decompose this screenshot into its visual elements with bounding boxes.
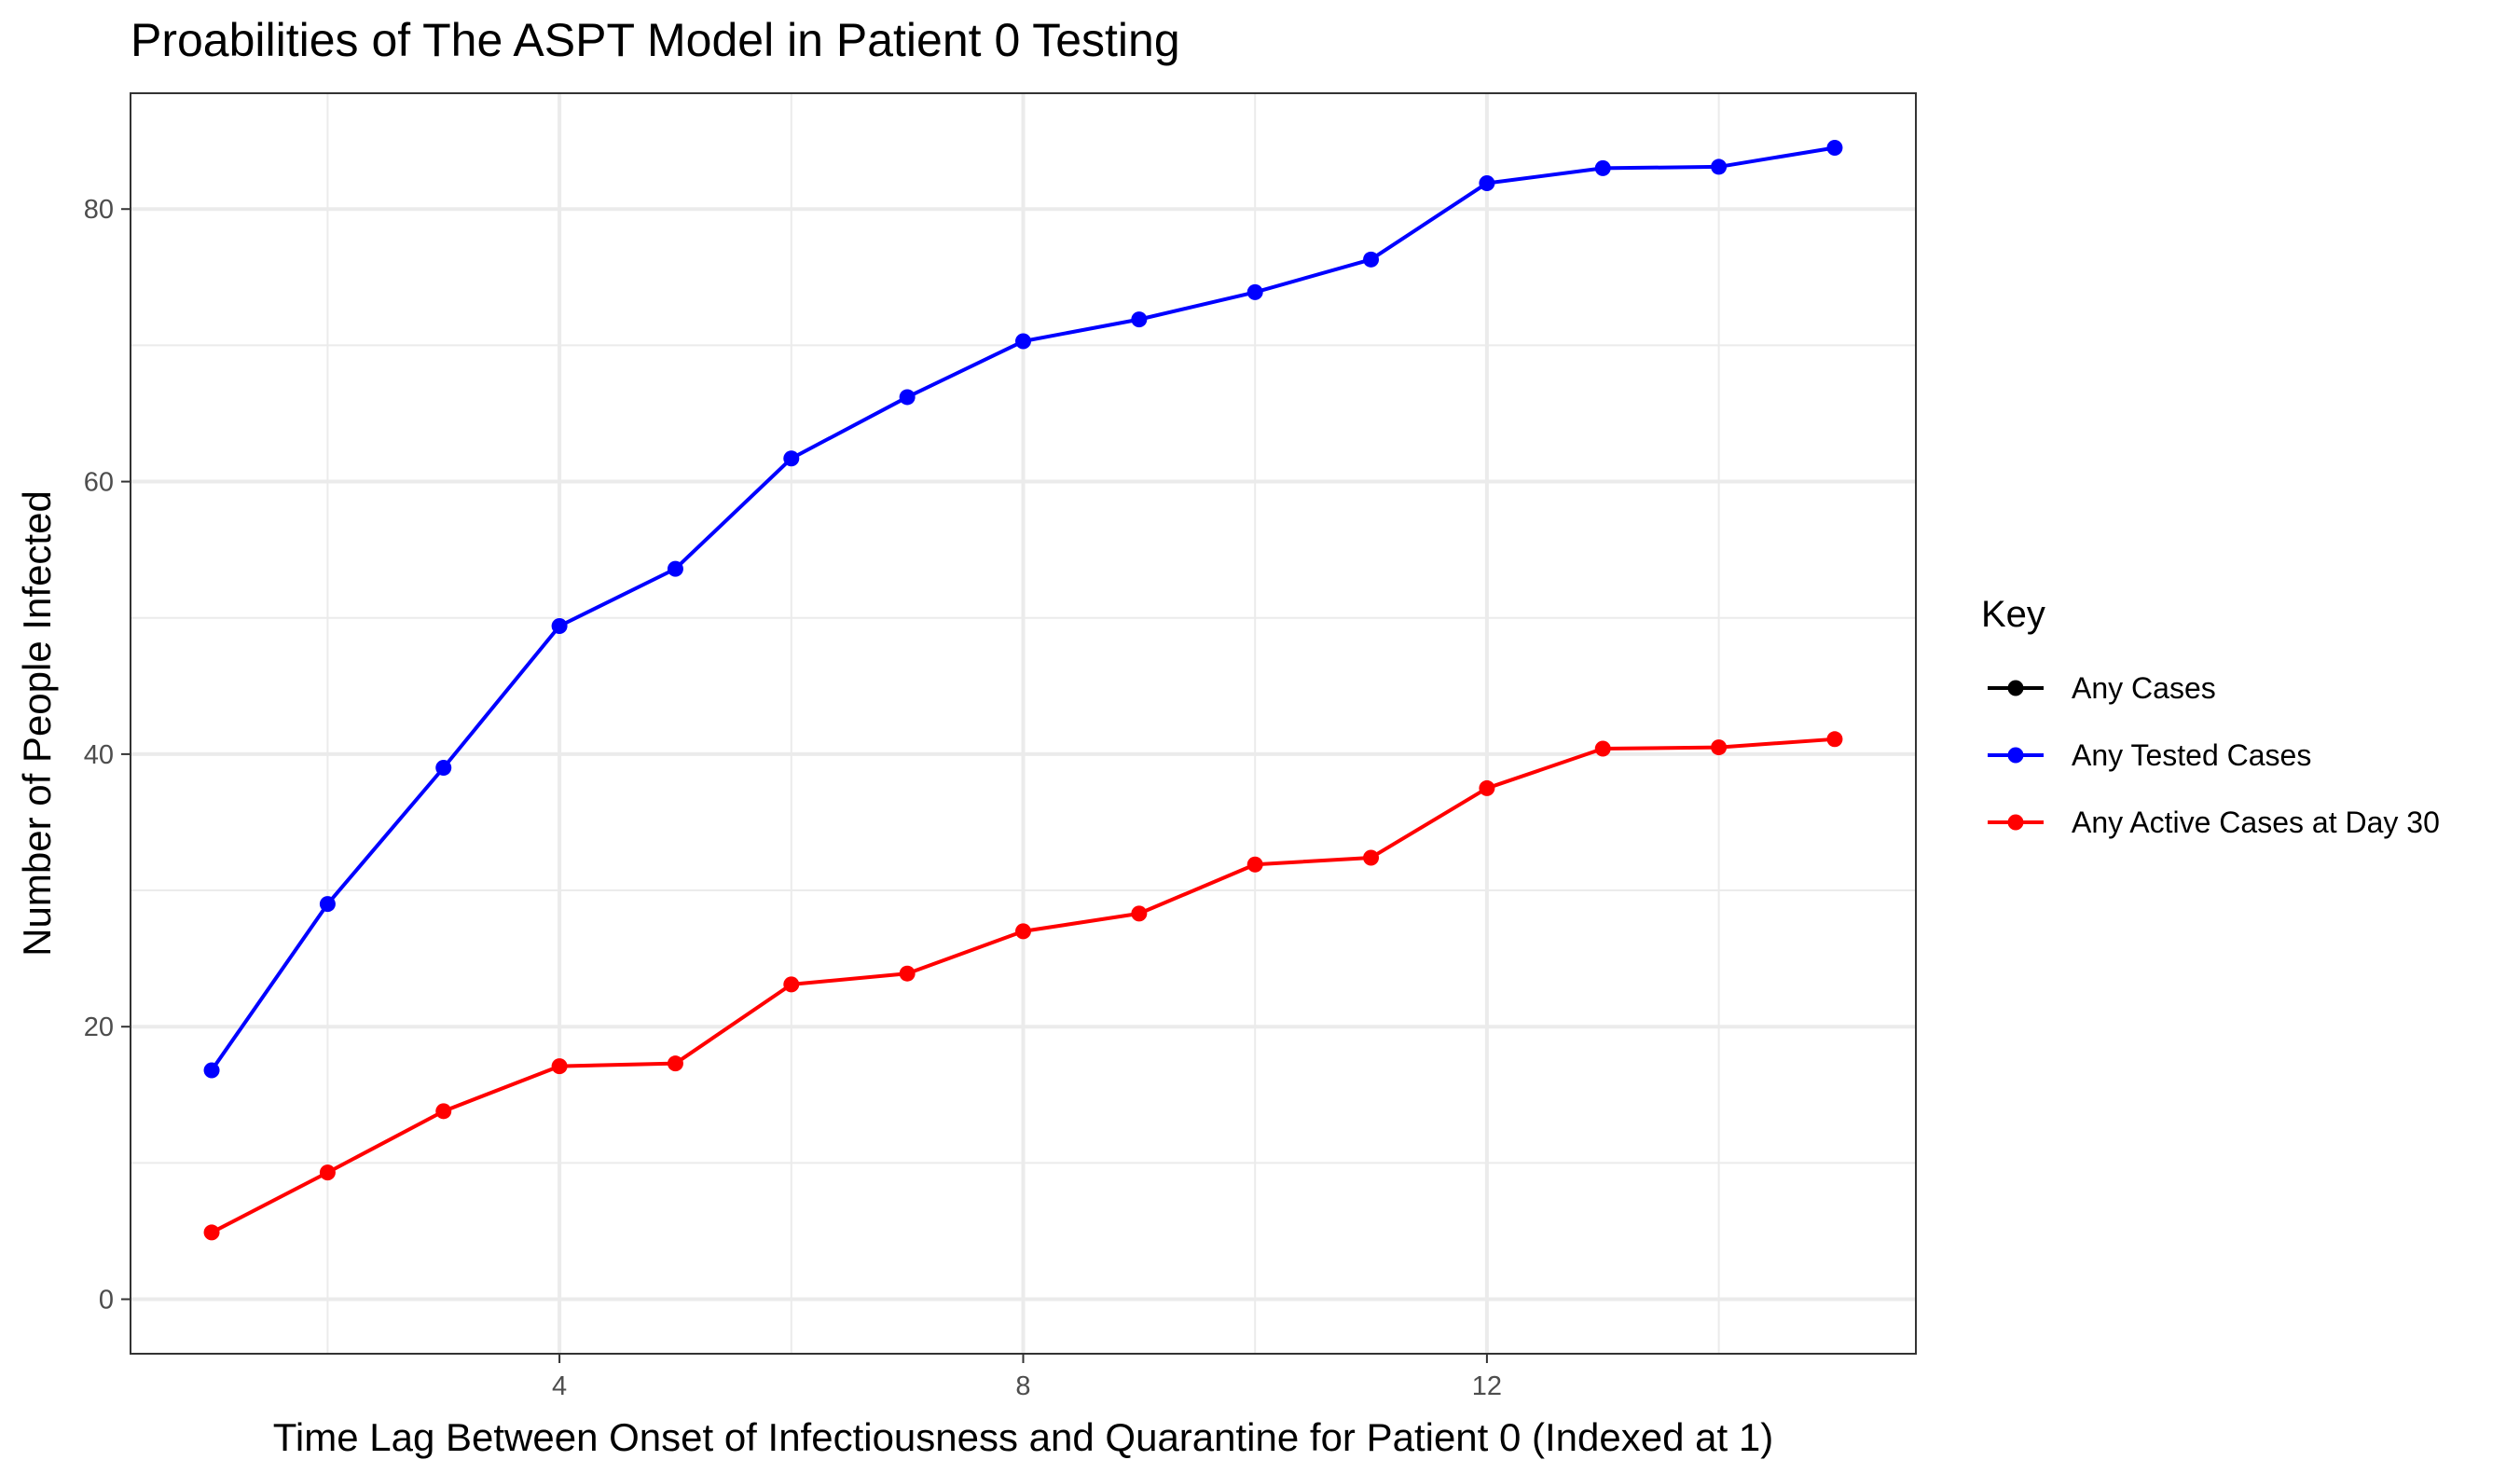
data-point-any-tested-cases <box>1479 174 1495 191</box>
legend-item: Any Active Cases at Day 30 <box>1988 806 2440 839</box>
legend-label: Any Cases <box>2072 671 2216 705</box>
data-point-any-active-cases-at-day-30 <box>435 1103 452 1120</box>
data-point-any-tested-cases <box>1363 251 1380 268</box>
grid-lines <box>131 93 1916 1354</box>
data-point-any-active-cases-at-day-30 <box>1826 731 1843 748</box>
legend-item: Any Cases <box>1988 671 2216 705</box>
series-layer <box>203 139 1843 1241</box>
legend-label: Any Active Cases at Day 30 <box>2072 806 2440 839</box>
data-point-any-active-cases-at-day-30 <box>551 1058 568 1075</box>
data-point-any-tested-cases <box>783 450 800 467</box>
data-point-any-tested-cases <box>435 760 452 777</box>
data-point-any-tested-cases <box>1594 159 1611 176</box>
data-point-any-active-cases-at-day-30 <box>203 1224 220 1241</box>
data-point-any-active-cases-at-day-30 <box>1363 849 1380 866</box>
data-point-any-tested-cases <box>551 617 568 634</box>
data-point-any-active-cases-at-day-30 <box>899 965 916 982</box>
data-point-any-tested-cases <box>899 389 916 406</box>
data-point-any-tested-cases <box>319 896 336 913</box>
data-point-any-active-cases-at-day-30 <box>1131 905 1148 922</box>
data-point-any-active-cases-at-day-30 <box>783 976 800 993</box>
x-axis-title: Time Lag Between Onset of Infectiousness… <box>273 1415 1773 1459</box>
data-point-any-tested-cases <box>1015 333 1031 350</box>
legend-key-point <box>2007 747 2024 764</box>
y-tick-label: 80 <box>84 195 114 225</box>
series-any-tested-cases <box>203 139 1843 1079</box>
x-tick-label: 4 <box>552 1371 567 1401</box>
legend-key-point <box>2007 814 2024 831</box>
legend-item: Any Tested Cases <box>1988 738 2311 772</box>
data-point-any-tested-cases <box>1711 158 1728 175</box>
legend-key-point <box>2007 680 2024 696</box>
data-point-any-active-cases-at-day-30 <box>1479 779 1495 796</box>
data-point-any-tested-cases <box>667 560 683 577</box>
x-tick-label: 8 <box>1015 1371 1030 1401</box>
y-tick-label: 40 <box>84 740 114 770</box>
legend-label: Any Tested Cases <box>2072 738 2311 772</box>
y-tick-label: 0 <box>99 1286 114 1316</box>
series-any-active-cases-at-day-30 <box>203 731 1843 1241</box>
y-tick-label: 60 <box>84 468 114 498</box>
data-point-any-active-cases-at-day-30 <box>1711 739 1728 756</box>
legend: Key Any Cases Any Tested Cases Any Active … <box>1981 594 2440 839</box>
data-point-any-active-cases-at-day-30 <box>1015 923 1031 940</box>
data-point-any-tested-cases <box>1246 283 1263 300</box>
data-point-any-tested-cases <box>1826 139 1843 156</box>
data-point-any-active-cases-at-day-30 <box>667 1055 683 1072</box>
data-point-any-active-cases-at-day-30 <box>1246 856 1263 873</box>
axis-ticks: 4 8 12 0 20 40 60 80 <box>84 195 1502 1401</box>
chart-title: Proabilities of The ASPT Model in Patien… <box>131 14 1180 66</box>
data-point-any-tested-cases <box>203 1062 220 1079</box>
legend-title: Key <box>1981 594 2045 635</box>
data-point-any-active-cases-at-day-30 <box>319 1164 336 1181</box>
y-axis-title: Number of People Infected <box>15 490 59 957</box>
y-tick-label: 20 <box>84 1013 114 1042</box>
data-point-any-tested-cases <box>1131 311 1148 328</box>
x-tick-label: 12 <box>1472 1371 1502 1401</box>
data-point-any-active-cases-at-day-30 <box>1594 740 1611 757</box>
